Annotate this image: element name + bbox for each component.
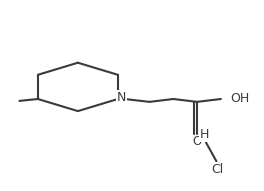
Text: N: N (117, 91, 126, 104)
Text: OH: OH (230, 92, 249, 105)
Text: H: H (200, 128, 209, 141)
Text: Cl: Cl (212, 163, 224, 176)
Text: O: O (192, 135, 202, 148)
